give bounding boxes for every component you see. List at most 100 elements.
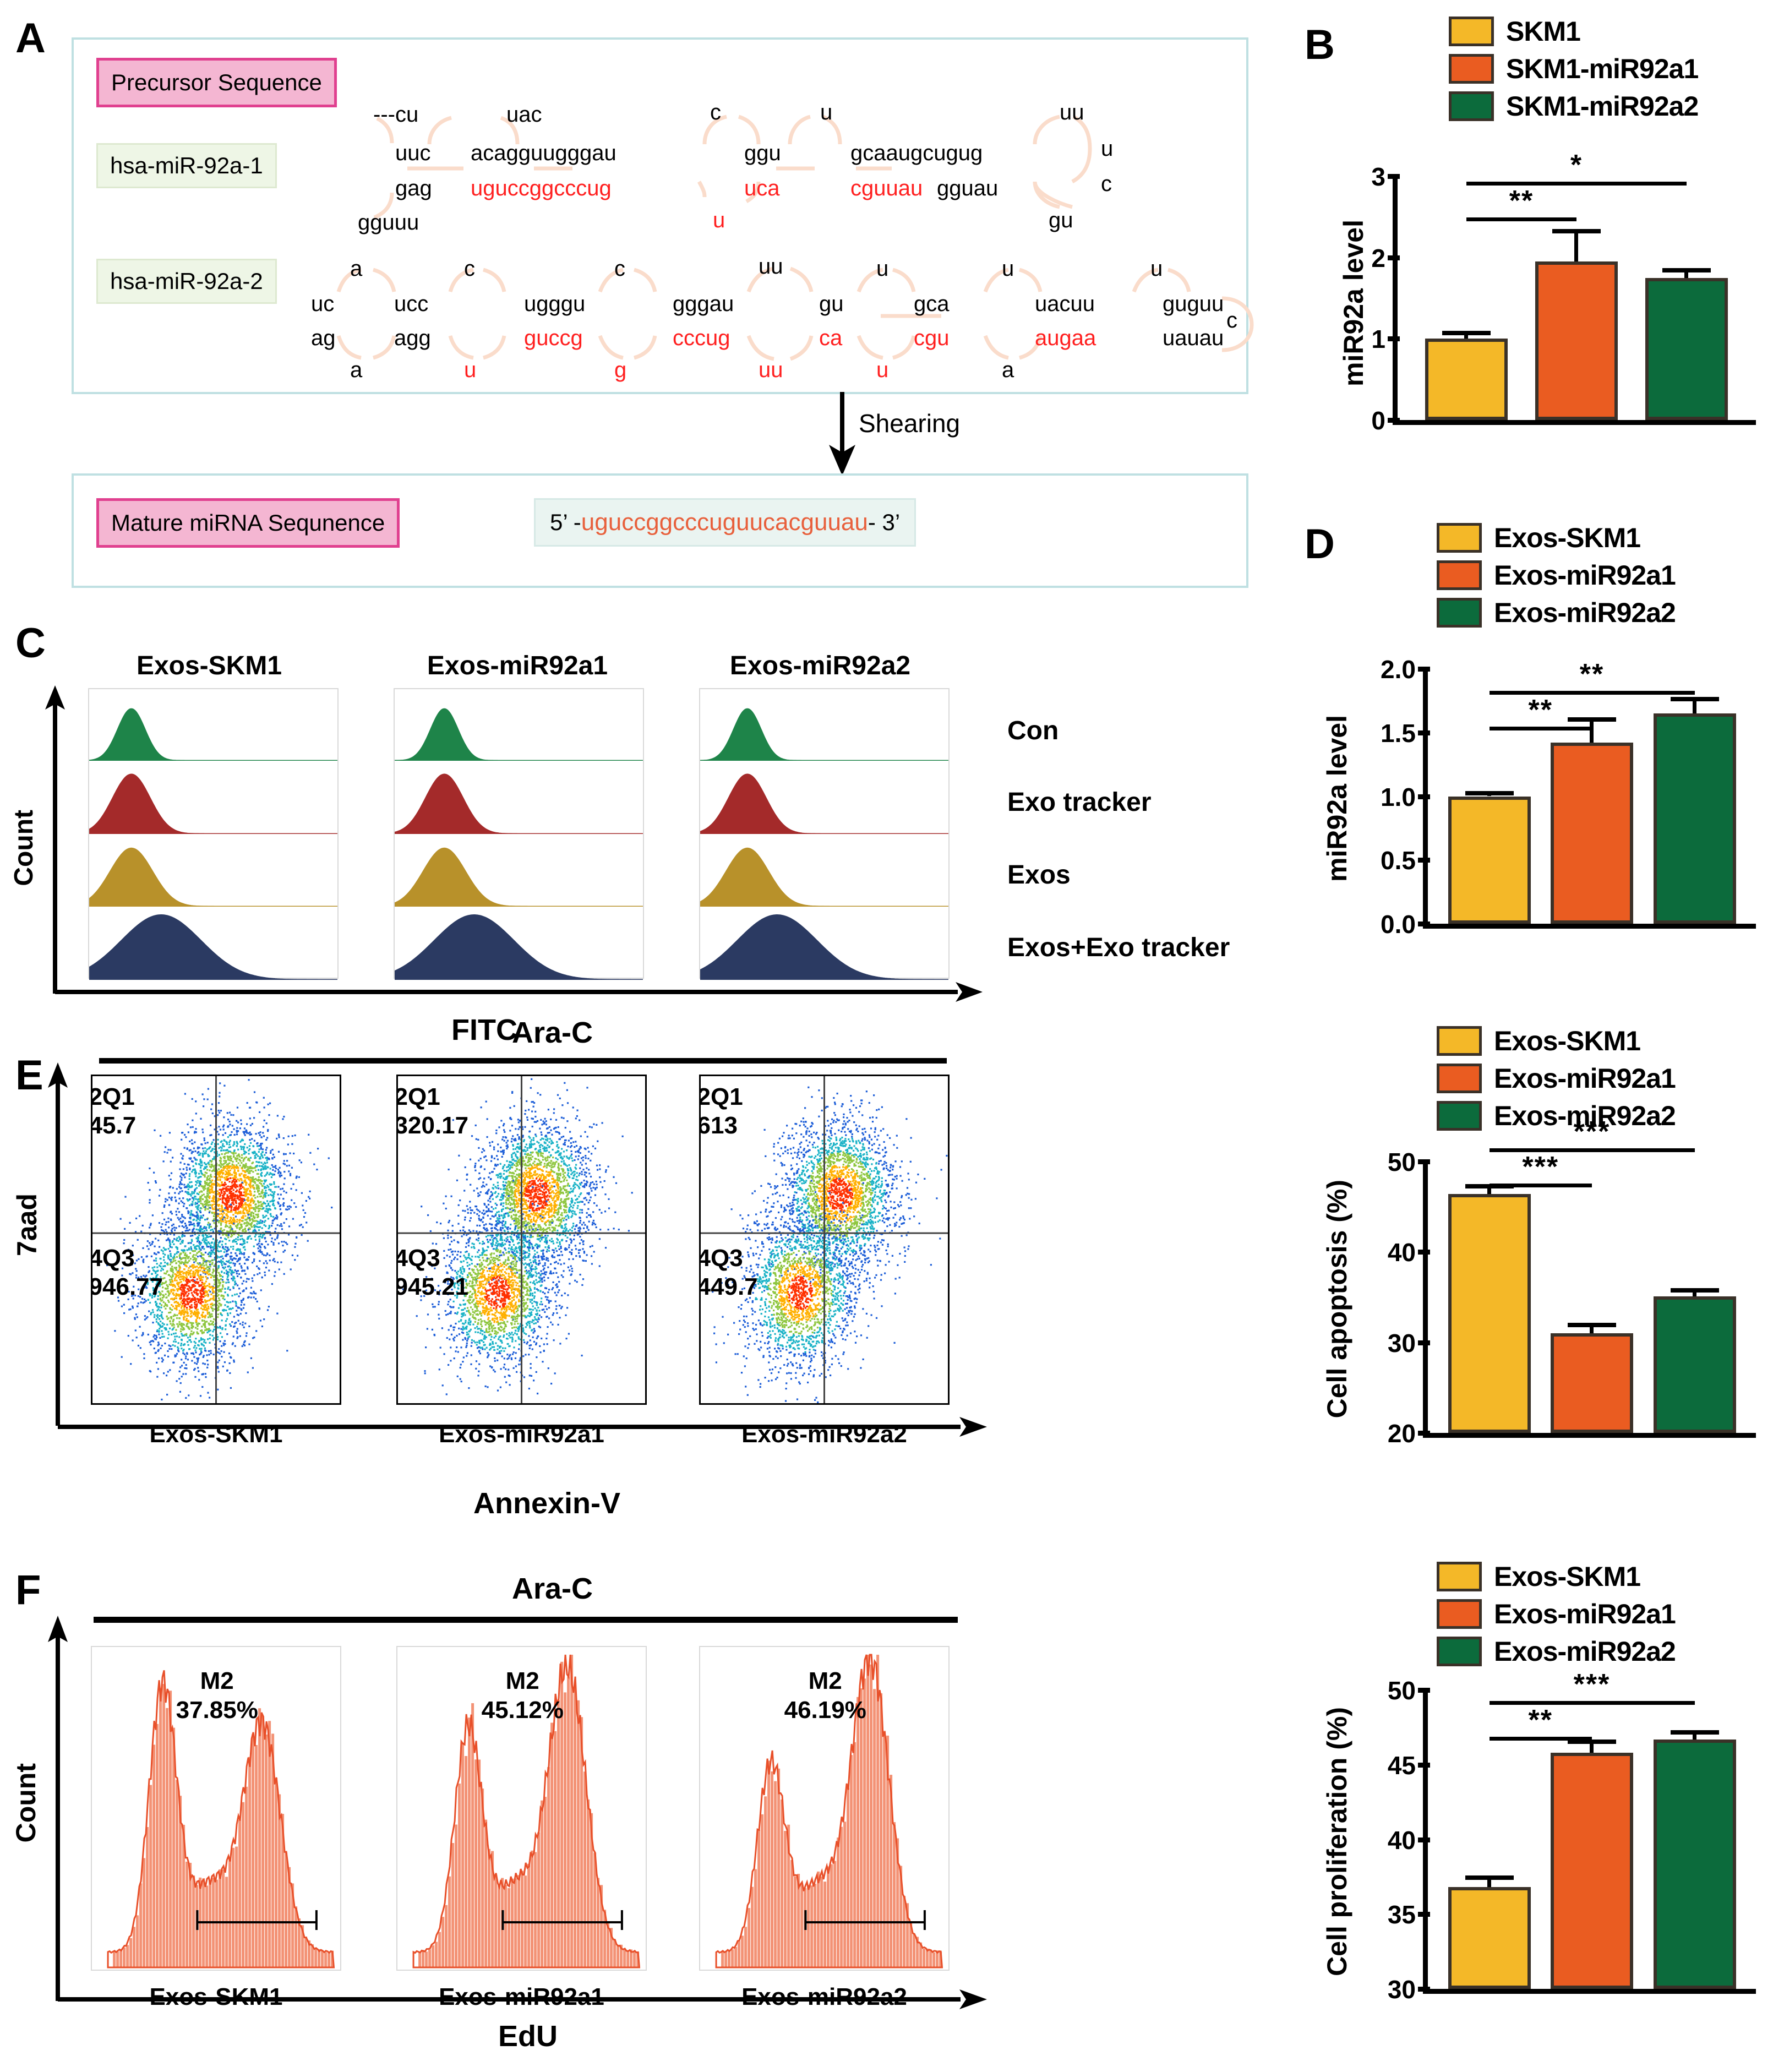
quadrant-percent: 45.21	[408, 1273, 468, 1301]
quadrant-percent: 5.7	[102, 1111, 136, 1140]
y-tick-label: 30	[1350, 1975, 1416, 2004]
panel-f-gate-label: M2 46.19%	[754, 1667, 897, 1725]
gate-name: M2	[754, 1667, 897, 1696]
significance-line	[1490, 691, 1695, 695]
mir2-bottom-1: a	[350, 358, 362, 383]
quadrant-label-q3: Q3 46.77	[102, 1244, 163, 1301]
panel-label-f: F	[15, 1566, 41, 1614]
legend-item: Exos-SKM1	[1437, 1561, 1676, 1593]
y-tick-mark	[1418, 858, 1430, 863]
y-tick-label: 45	[1350, 1751, 1416, 1780]
mir1-upper-2: acagguugggau	[471, 141, 617, 166]
quadrant-label-q2: Q232.23	[396, 1083, 408, 1140]
panel-c-col-label-1: Exos-SKM1	[88, 651, 330, 681]
quadrant-percent: 46.77	[102, 1273, 163, 1301]
bar-skm1-mir92a1	[1535, 261, 1618, 420]
mir2-top-4: uu	[759, 254, 783, 279]
error-bar-cap	[1671, 1730, 1719, 1735]
y-tick-label: 30	[1350, 1328, 1416, 1358]
panel-d-ylabel: miR92a level	[1321, 677, 1353, 919]
panel-e-treatment-label: Ara-C	[512, 1016, 593, 1050]
significance-line	[1490, 1701, 1695, 1705]
y-tick-label: 0	[1319, 406, 1385, 435]
apoptosis-x-axis	[1423, 1433, 1756, 1438]
quadrant-name: Q2	[91, 1083, 102, 1111]
quadrant-name: Q4	[396, 1244, 408, 1273]
panel-c-row-label-3: Exos	[1007, 860, 1071, 890]
bar-exos-mir92a1	[1551, 1753, 1633, 1989]
panel-e-scatter-box: Q15.7Q244.74Q346.77Q42.79	[91, 1075, 341, 1405]
histogram-trace-con	[700, 688, 948, 761]
mir1-lower-4: cguuau	[850, 176, 923, 201]
y-tick-label: 1.5	[1350, 718, 1416, 748]
significance-stars: ***	[1567, 1668, 1617, 1701]
y-tick-mark	[1388, 174, 1400, 179]
hsa-mir-92a-1-tag: hsa-miR-92a-1	[96, 143, 277, 188]
legend-label-exos-mir92a2: Exos-miR92a2	[1494, 597, 1676, 629]
mir1-lower-3: uca	[744, 176, 780, 201]
mir2-bottom-2: u	[464, 358, 476, 383]
panel-e-plot-caption: Exos-SKM1	[91, 1420, 341, 1449]
y-tick-mark	[1418, 667, 1430, 672]
histogram-trace-exos	[395, 834, 643, 907]
histogram-trace-exos	[700, 834, 948, 907]
mir1-lower-1: gag	[395, 176, 432, 201]
mir1-top-2: uac	[506, 102, 542, 127]
y-tick-label: 50	[1350, 1676, 1416, 1705]
significance-line	[1490, 1148, 1695, 1152]
error-bar-cap	[1465, 791, 1514, 795]
apoptosis-ylabel: Cell apoptosis (%)	[1321, 1167, 1353, 1431]
panel-b-x-axis	[1393, 420, 1756, 425]
histogram-trace-exos-exo-tracker	[395, 907, 643, 980]
legend-label-exos-mir92a1: Exos-miR92a1	[1494, 1062, 1676, 1094]
mir1-lower-5: gguau	[937, 176, 998, 201]
bar-skm1-mir92a2	[1645, 278, 1728, 420]
y-tick-label: 2	[1319, 243, 1385, 273]
quadrant-label-q1: Q1 13	[711, 1083, 743, 1140]
panel-c-x-axis-arrow-icon	[55, 980, 985, 1007]
legend-swatch-skm1-mir92a1	[1449, 54, 1494, 84]
histogram-trace-exos-exo-tracker	[89, 907, 337, 980]
mir2-bottom-4: uu	[759, 358, 783, 383]
quadrant-name: Q2	[396, 1083, 408, 1111]
legend-item: Exos-miR92a2	[1437, 597, 1676, 629]
legend-label-skm1-mir92a2: SKM1-miR92a2	[1506, 90, 1698, 122]
bar-exos-mir92a2	[1654, 713, 1736, 924]
legend-label-skm1: SKM1	[1506, 15, 1580, 47]
apoptosis-y-axis	[1423, 1162, 1428, 1437]
mir2-bottom-3: g	[614, 358, 626, 383]
panel-e-scatter-box: Q113Q234.46 Q349.7Q42.84	[699, 1075, 950, 1405]
histogram-trace-con	[395, 688, 643, 761]
quadrant-label-q4: Q42.84	[699, 1244, 711, 1301]
legend-label-exos-skm1: Exos-SKM1	[1494, 1025, 1640, 1057]
legend-item: Exos-SKM1	[1437, 1025, 1676, 1057]
panel-e-plot-caption: Exos-miR92a1	[396, 1420, 647, 1449]
quadrant-percent: 34.46	[699, 1111, 711, 1140]
histogram-trace-exo-tracker	[395, 761, 643, 834]
mir2-lower-7: augaa	[1035, 326, 1096, 351]
gate-percent: 45.12%	[451, 1696, 594, 1725]
legend-swatch-skm1	[1449, 17, 1494, 46]
mature-suffix: - 3’	[868, 509, 900, 535]
mir92a1-hairpin-connectors	[319, 94, 1266, 226]
quadrant-name: Q3	[102, 1244, 163, 1273]
significance-line	[1490, 1737, 1592, 1741]
panel-e-y-axis-arrow-icon	[41, 1062, 74, 1426]
mir1-top-5: uu	[1060, 100, 1084, 125]
precursor-sequence-tag: Precursor Sequence	[96, 58, 337, 107]
mir1-bottom-2: u	[713, 208, 725, 233]
quadrant-name: Q1	[711, 1083, 743, 1111]
panel-f-xlabel: EdU	[498, 2019, 558, 2053]
legend-swatch-exos-mir92a2	[1437, 1101, 1482, 1131]
y-tick-mark	[1418, 1688, 1430, 1693]
mir2-upper-7: uacuu	[1035, 292, 1095, 317]
error-bar-cap	[1442, 331, 1491, 335]
quadrant-percent: 20.17	[408, 1111, 468, 1140]
mir2-top-5: u	[876, 257, 888, 281]
mature-sequence-tag: Mature miRNA Sequnence	[96, 498, 400, 548]
legend-item: Exos-SKM1	[1437, 522, 1676, 554]
quadrant-name: Q3	[711, 1244, 758, 1273]
significance-line	[1490, 727, 1592, 730]
quadrant-percent: 2.79	[91, 1273, 102, 1301]
mir2-upper-3: ugggu	[524, 292, 585, 317]
